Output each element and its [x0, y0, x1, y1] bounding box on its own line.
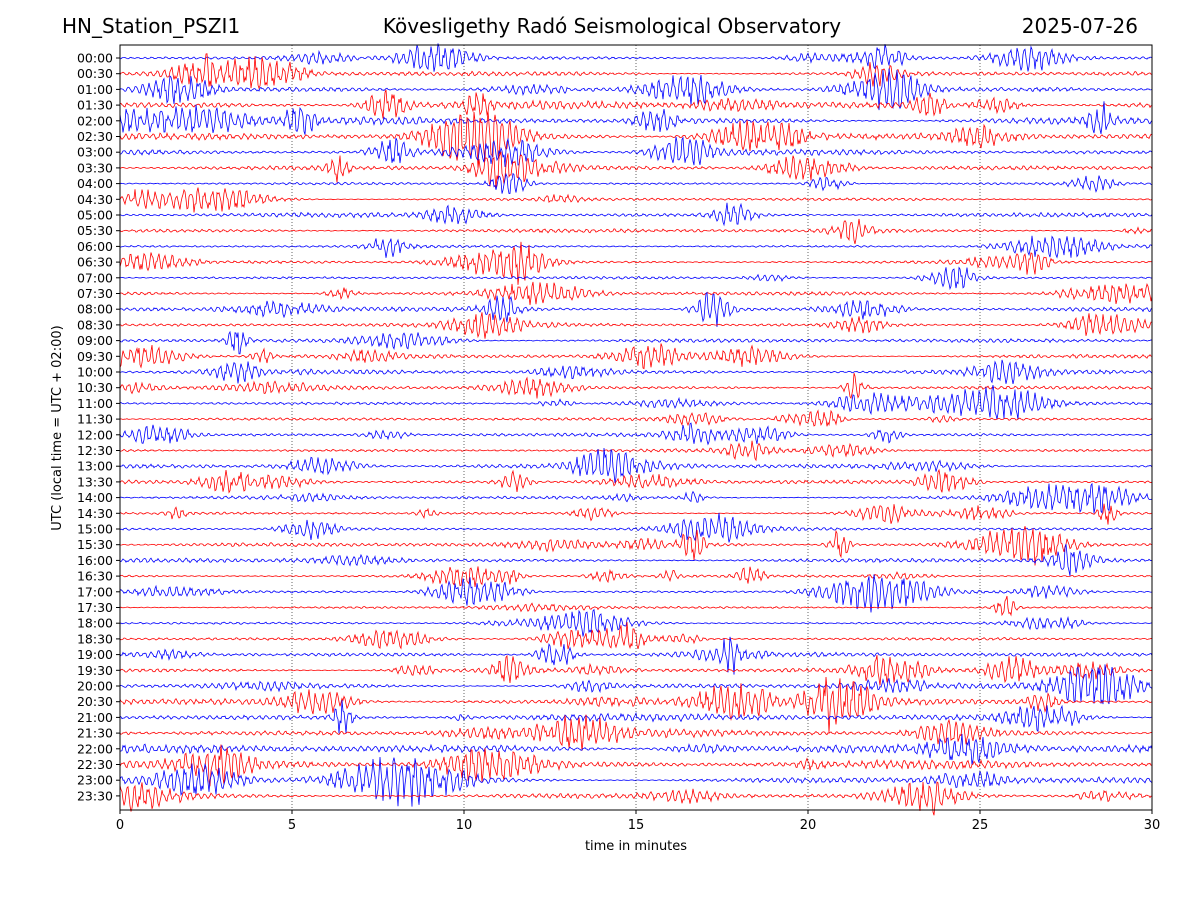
y-tick-label: 17:00: [77, 584, 113, 599]
y-tick-label: 08:00: [77, 302, 113, 317]
y-tick-label: 02:00: [77, 113, 113, 128]
chart-date: 2025-07-26: [1021, 14, 1138, 38]
trace-1030: [119, 373, 1153, 399]
y-axis-label: UTC (local time = UTC + 02:00): [50, 325, 65, 530]
y-tick-label: 22:00: [77, 741, 113, 756]
y-tick-label: 05:30: [77, 223, 113, 238]
y-tick-label: 10:30: [77, 380, 113, 395]
y-tick-label: 18:00: [77, 616, 113, 631]
x-tick-label: 10: [456, 818, 473, 833]
y-tick-label: 15:00: [77, 522, 113, 537]
y-tick-label: 19:30: [77, 663, 113, 678]
y-tick-label: 03:30: [77, 160, 113, 175]
y-tick-label: 02:30: [77, 129, 113, 144]
station-name: HN_Station_PSZI1: [62, 14, 241, 38]
trace-1930: [119, 654, 1153, 686]
y-tick-label: 11:00: [77, 396, 113, 411]
x-tick-label: 25: [972, 818, 989, 833]
trace-1500: [119, 512, 1153, 543]
y-tick-label: 11:30: [77, 412, 113, 427]
y-tick-label: 09:30: [77, 349, 113, 364]
x-tick-label: 20: [800, 818, 817, 833]
y-tick-label: 21:30: [77, 726, 113, 741]
trace-1530: [119, 526, 1153, 566]
y-tick-label: 14:00: [77, 490, 113, 505]
y-tick-label: 12:00: [77, 427, 113, 442]
trace-0300: [119, 136, 1153, 168]
y-tick-label: 01:30: [77, 98, 113, 113]
y-tick-label: 04:00: [77, 176, 113, 191]
y-tick-label: 10:00: [77, 365, 113, 380]
trace-1130: [119, 409, 1153, 427]
x-tick-label: 15: [628, 818, 645, 833]
trace-0930: [119, 343, 1153, 370]
x-tick-label: 5: [288, 818, 296, 833]
y-tick-label: 01:00: [77, 82, 113, 97]
y-tick-label: 03:00: [77, 145, 113, 160]
y-tick-label: 09:00: [77, 333, 113, 348]
trace-0430: [119, 187, 1153, 213]
x-tick-label: 0: [116, 818, 124, 833]
y-tick-label: 16:30: [77, 569, 113, 584]
trace-1800: [119, 608, 1153, 637]
y-tick-label: 04:30: [77, 192, 113, 207]
trace-0330: [119, 151, 1153, 188]
y-tick-label: 07:30: [77, 286, 113, 301]
trace-1000: [119, 359, 1153, 385]
y-tick-label: 08:30: [77, 317, 113, 332]
y-tick-label: 06:30: [77, 255, 113, 270]
y-tick-label: 00:00: [77, 51, 113, 66]
trace-2030: [119, 676, 1153, 733]
y-tick-label: 07:00: [77, 270, 113, 285]
x-tick-labels: 0 5 10 15 20 25 30: [116, 810, 1160, 833]
y-tick-label: 00:30: [77, 66, 113, 81]
y-tick-label: 21:00: [77, 710, 113, 725]
y-tick-label: 05:00: [77, 208, 113, 223]
trace-0830: [119, 312, 1153, 339]
y-tick-label: 14:30: [77, 506, 113, 521]
y-tick-label: 23:00: [77, 773, 113, 788]
gridlines-layer: [291, 45, 981, 810]
y-tick-label: 12:30: [77, 443, 113, 458]
x-tick-label: 30: [1144, 818, 1161, 833]
y-tick-label: 23:30: [77, 788, 113, 803]
y-tick-labels: 00:0000:3001:0001:3002:0002:3003:0003:30…: [77, 51, 120, 803]
y-tick-label: 13:30: [77, 474, 113, 489]
y-tick-label: 20:00: [77, 679, 113, 694]
chart-title: Kövesligethy Radó Seismological Observat…: [382, 14, 842, 38]
y-tick-label: 22:30: [77, 757, 113, 772]
y-tick-label: 06:00: [77, 239, 113, 254]
y-tick-label: 13:00: [77, 459, 113, 474]
trace-0730: [119, 281, 1153, 306]
y-tick-label: 17:30: [77, 600, 113, 615]
y-tick-label: 15:30: [77, 537, 113, 552]
x-axis-label: time in minutes: [585, 839, 687, 854]
y-tick-label: 18:30: [77, 631, 113, 646]
trace-1400: [119, 482, 1153, 514]
y-tick-label: 16:00: [77, 553, 113, 568]
y-tick-label: 19:00: [77, 647, 113, 662]
y-tick-label: 20:30: [77, 694, 113, 709]
trace-1600: [119, 543, 1153, 577]
trace-1430: [119, 503, 1153, 525]
